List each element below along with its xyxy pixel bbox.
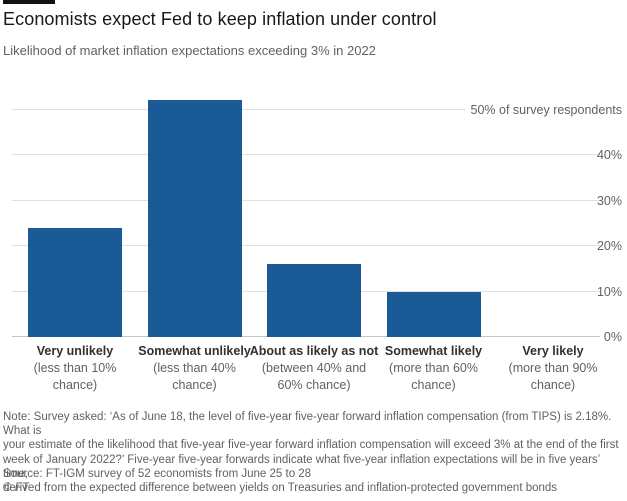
bar-chart-plot-area: 0% 10% 20% 30% 40% 50% of survey respondents xyxy=(0,85,627,344)
source-text: Source: FT-IGM survey of 52 economists f… xyxy=(3,468,312,480)
note-text: Note: Survey asked: ‘As of June 18, the … xyxy=(3,411,619,495)
bar-very-unlikely xyxy=(28,227,122,337)
x-label-about-as-likely-as-not: About as likely as not (between 40% and 6… xyxy=(239,343,389,393)
gridline-40% xyxy=(12,154,600,155)
x-label-sub: (less than 10% chance) xyxy=(33,361,117,392)
x-label-very-unlikely: Very unlikely (less than 10% chance) xyxy=(0,343,150,393)
x-label-sub: (between 40% and 60% chance) xyxy=(261,361,367,392)
x-axis-labels: Very unlikely (less than 10% chance) Somew… xyxy=(0,343,627,403)
copyright-symbol: © xyxy=(3,482,12,494)
x-label-somewhat-likely: Somewhat likely (more than 60% chance) xyxy=(359,343,509,393)
copyright-brand: FT xyxy=(14,482,29,494)
y-tick-label: 40% xyxy=(596,148,622,162)
y-axis-top-label: 50% of survey respondents xyxy=(470,102,622,117)
x-label-somewhat-unlikely: Somewhat unlikely (less than 40% chance) xyxy=(120,343,270,393)
gridline-20% xyxy=(12,245,600,246)
x-label-sub: (more than 60% chance) xyxy=(389,361,478,392)
bar-about-as-likely-as-not xyxy=(267,264,361,337)
y-tick-label: 10% xyxy=(596,284,622,299)
x-label-category: Somewhat likely xyxy=(384,344,483,358)
gridline-30% xyxy=(12,199,600,201)
y-tick-label: 20% xyxy=(596,239,622,253)
x-label-category: Somewhat unlikely xyxy=(138,344,251,358)
x-label-very-likely: Very likely (more than 90% chance) xyxy=(478,343,627,393)
chart-title: Economists expect Fed to keep inflation … xyxy=(3,9,437,29)
x-label-sub: (less than 40% chance) xyxy=(153,361,236,392)
x-label-category: Very unlikely xyxy=(36,344,114,358)
bar-somewhat-likely xyxy=(386,291,481,337)
x-label-sub: (more than 90% chance) xyxy=(508,361,598,392)
chart-subtitle: Likelihood of market inflation expectati… xyxy=(3,43,376,58)
x-label-category: Very likely xyxy=(522,344,584,358)
y-tick-label: 0% xyxy=(603,330,622,344)
copyright: © FT xyxy=(3,481,29,495)
y-tick-label: 30% xyxy=(596,193,622,208)
ft-kicker-bar xyxy=(3,0,55,4)
x-label-category: About as likely as not xyxy=(249,344,379,358)
bar-somewhat-unlikely xyxy=(147,100,242,337)
